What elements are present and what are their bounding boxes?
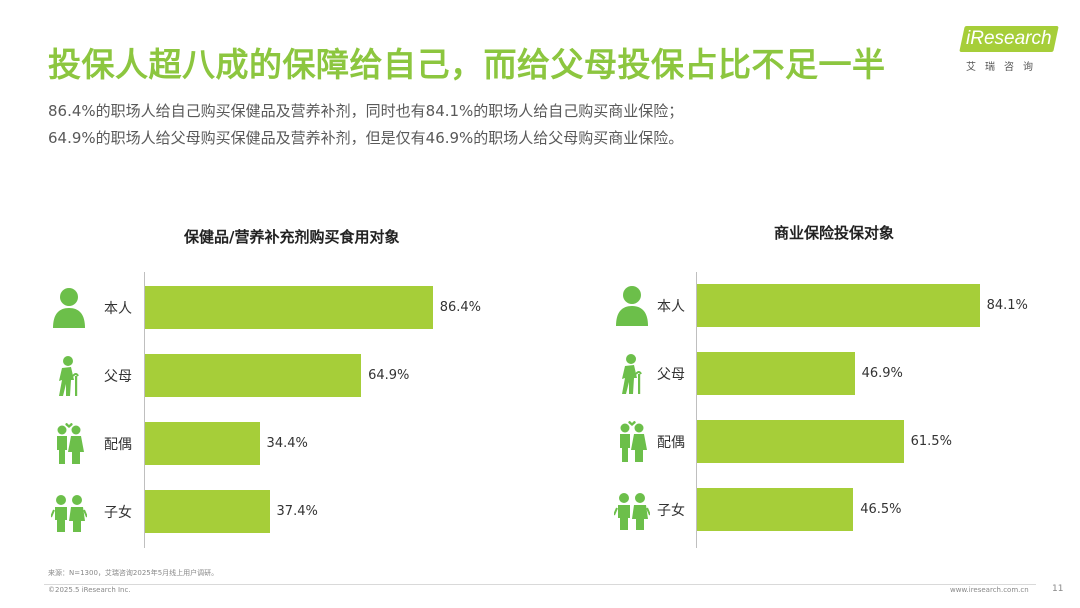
chart-axis-supplements xyxy=(144,272,145,548)
data-label: 61.5% xyxy=(910,434,952,449)
data-label: 86.4% xyxy=(439,300,482,315)
chart-axis-insurance xyxy=(696,272,697,548)
chart-title-insurance: 商业保险投保对象 xyxy=(774,224,895,242)
bar xyxy=(697,420,904,463)
category-label: 父母 xyxy=(104,369,132,385)
subtitle-line-1: 86.4%的职场人给自己购买保健品及营养补剂，同时也有84.1%的职场人给自己购… xyxy=(48,102,684,120)
category-label: 配偶 xyxy=(104,437,132,453)
bar xyxy=(145,354,362,397)
page-number: 11 xyxy=(1052,584,1064,594)
children-icon xyxy=(613,488,651,532)
couple-icon xyxy=(614,420,650,464)
source-note: 来源：N=1300，艾瑞咨询2025年5月线上用户调研。 xyxy=(48,569,219,577)
site-url: www.iresearch.com.cn xyxy=(950,586,1029,594)
children-icon xyxy=(50,490,88,534)
bar xyxy=(697,488,854,531)
category-label: 子女 xyxy=(104,505,132,521)
chart-title-supplements: 保健品/营养补充剂购买食用对象 xyxy=(184,228,400,246)
bar xyxy=(145,490,270,533)
bar xyxy=(145,286,433,329)
data-label: 46.9% xyxy=(861,366,903,381)
subtitle-line-2: 64.9%的职场人给父母购买保健品及营养补剂，但是仅有46.9%的职场人给父母购… xyxy=(48,129,684,147)
bar xyxy=(697,284,980,327)
footer-divider xyxy=(44,584,1036,585)
category-label: 父母 xyxy=(657,367,685,383)
copyright: ©2025.5 iResearch Inc. xyxy=(48,586,131,594)
data-label: 37.4% xyxy=(276,504,318,519)
category-label: 配偶 xyxy=(657,435,685,451)
elderly-icon xyxy=(51,354,87,398)
subtitle: 86.4%的职场人给自己购买保健品及营养补剂，同时也有84.1%的职场人给自己购… xyxy=(48,98,683,152)
logo-text: iResearch xyxy=(966,28,1052,49)
bar xyxy=(145,422,260,465)
iresearch-logo: iResearch 艾瑞咨询 xyxy=(959,26,1059,76)
couple-icon xyxy=(51,422,87,466)
bar xyxy=(697,352,855,395)
data-label: 46.5% xyxy=(860,502,902,517)
data-label: 64.9% xyxy=(368,368,410,383)
category-label: 本人 xyxy=(657,299,685,315)
category-label: 本人 xyxy=(104,301,132,317)
data-label: 84.1% xyxy=(986,298,1028,313)
category-label: 子女 xyxy=(657,503,685,519)
data-label: 34.4% xyxy=(266,436,308,451)
person-icon xyxy=(614,284,650,328)
page-title: 投保人超八成的保障给自己，而给父母投保占比不足一半 xyxy=(48,45,886,84)
elderly-icon xyxy=(614,352,650,396)
logo-subtext: 艾瑞咨询 xyxy=(966,62,1042,73)
person-icon xyxy=(51,286,87,330)
